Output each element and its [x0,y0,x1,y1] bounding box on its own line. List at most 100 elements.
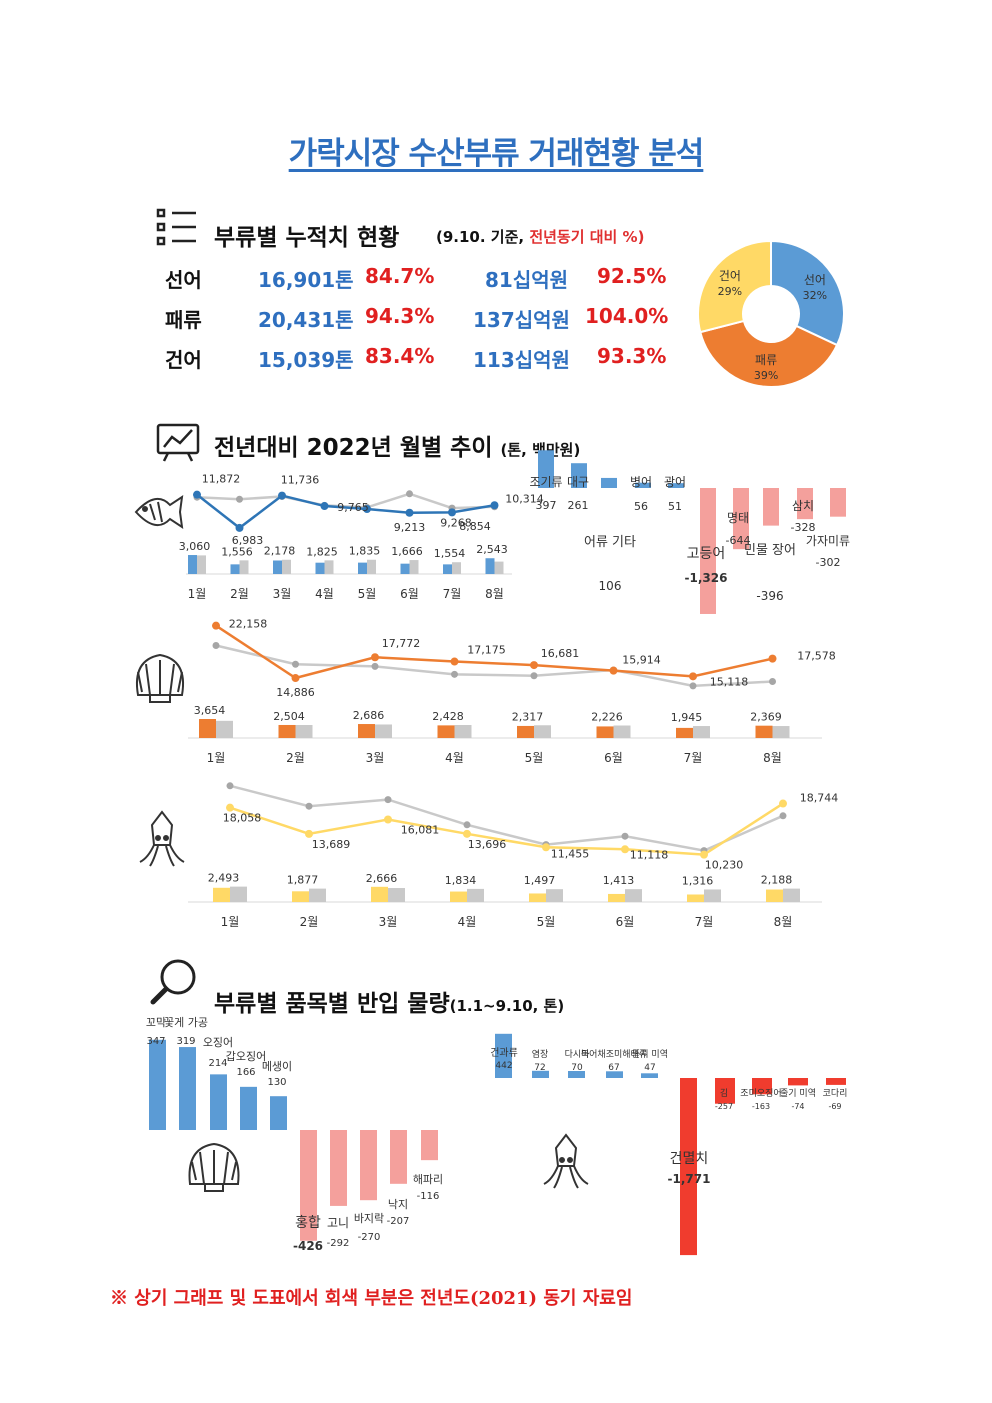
point-2022 [689,672,697,681]
item-label: 꽃게 가공 [164,1016,208,1029]
point-2021 [779,812,787,820]
section3-subtitle: (1.1~9.10, 톤) [449,997,565,1015]
bar-2022 [443,564,452,574]
item-value-label: 214 [208,1058,227,1069]
bar-value-label: 1,554 [434,547,466,560]
point-2022 [305,829,313,838]
item-value-label: 47 [644,1063,655,1073]
bar-2021 [309,888,326,902]
point-2022 [320,502,329,511]
x-tick-label: 5월 [525,751,544,765]
pie-slice-label: 패류 [755,353,777,367]
line-value-label: 17,578 [797,650,836,663]
line-value-label: 9,765 [337,501,369,514]
item-label: 바지락 [354,1212,384,1225]
item-value-label: -396 [756,589,783,603]
x-tick-label: 7월 [443,587,462,601]
x-tick-label: 6월 [400,587,419,601]
pie-slice [770,239,845,347]
bar-2022 [529,893,546,902]
point-2021 [621,832,629,840]
item-label: 조미오징어 [740,1088,781,1099]
x-tick-label: 5월 [537,915,556,929]
line-value-label: 11,872 [202,473,241,486]
bar-2021 [388,888,405,902]
pie-slice-label: 선어 [804,273,826,287]
item-bar [680,1078,697,1256]
item-label: 북어채조미해태류 [581,1049,647,1060]
row-ton: 20,431톤 [258,308,354,332]
bar-2021 [534,725,551,738]
item-bar [390,1130,407,1184]
row-ton-pct: 83.4% [365,344,435,368]
point-2022 [530,661,538,670]
summary-row: 선어 16,901톤 84.7% 81십억원 92.5% [165,264,685,294]
item-label: 갑오징어 [226,1050,266,1063]
row-ton: 15,039톤 [258,348,354,372]
bar-2022 [608,893,625,902]
point-2022 [450,657,459,666]
section1-subtitle: (9.10. 기준, 전년동기 대비 %) [436,226,644,247]
bar-2022 [485,558,495,574]
item-bar [360,1130,377,1201]
item-bar [635,482,651,488]
item-label: 오징어 [203,1036,233,1049]
item-bar [495,1033,512,1078]
section2-subtitle: (톤, 백만원) [500,441,581,459]
bar-value-label: 1,825 [306,545,338,558]
item-value-label: -328 [791,521,816,534]
point-2022 [779,799,787,808]
item-bar [240,1086,257,1130]
x-tick-label: 1월 [221,915,240,929]
item-value-label: -426 [293,1239,323,1253]
x-tick-label: 2월 [286,751,305,765]
bar-value-label: 1,316 [682,874,714,887]
item-label: 홍합 [295,1215,321,1231]
summary-row: 패류 20,431톤 94.3% 137십억원 104.0% [165,304,685,334]
line-value-label: 18,058 [223,812,262,825]
section3-title: 부류별 품목별 반입 물량(1.1~9.10, 톤) [214,984,564,1018]
point-2022 [278,491,286,500]
item-bar [568,1071,585,1078]
point-2022 [490,501,499,510]
item-bar [715,1078,735,1104]
point-2021 [451,670,458,678]
item-value-label: 70 [571,1063,583,1073]
point-2021 [384,796,392,804]
x-tick-label: 2월 [300,915,319,929]
point-2022 [621,845,629,854]
section1-title: 부류별 누적치 현황 [214,225,400,251]
line-value-label: 11,455 [551,847,590,860]
bar-2021 [494,561,504,574]
line-2022 [229,802,784,856]
bar-2022 [400,563,410,574]
item-label: 가자미류 [806,534,850,548]
item-bar [797,488,813,520]
bar-2022 [687,894,704,902]
point-2022 [226,803,234,812]
point-2022 [405,508,414,517]
point-2022 [363,504,371,513]
bar-2022 [315,562,325,574]
point-2021 [212,642,220,650]
bar-2022 [358,562,367,574]
item-label: 염장 [532,1049,549,1060]
bar-2021 [546,889,563,902]
point-2022 [235,523,244,532]
item-bar [149,1039,166,1130]
item-label: 명태 [727,511,749,525]
item-bar [210,1074,227,1130]
item-bar [330,1130,347,1206]
bar-value-label: 2,493 [208,872,240,885]
point-2022 [291,674,300,683]
item-bar [270,1096,287,1130]
point-2021 [371,662,379,670]
bar-2022 [199,718,216,738]
item-bar [571,463,587,488]
bar-2022 [676,727,693,738]
bar-value-label: 1,413 [603,874,635,887]
bar-2022 [755,725,773,738]
bar-2021 [324,560,334,574]
x-tick-label: 1월 [188,587,207,601]
bar-2021 [197,555,206,574]
